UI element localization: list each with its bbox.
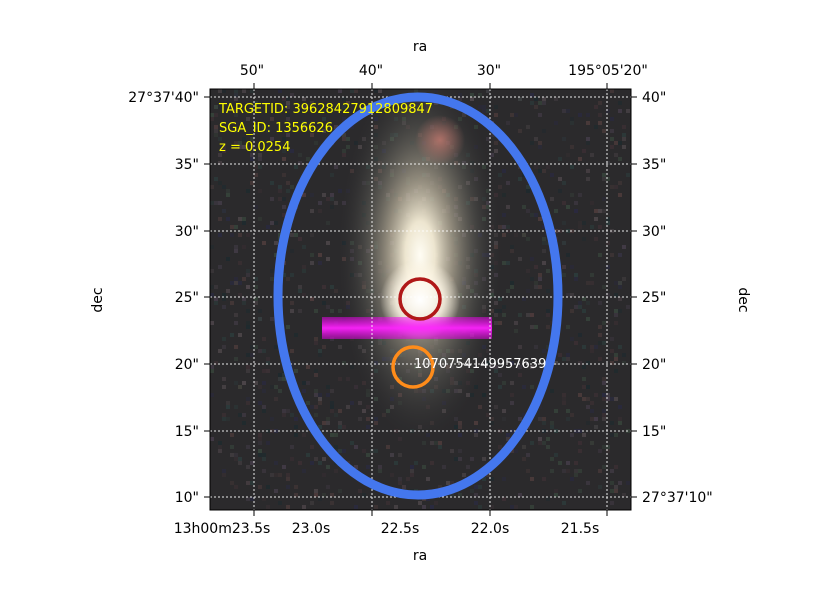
left-tick-label: 25" bbox=[175, 290, 199, 306]
top-tick-label: 30" bbox=[477, 63, 501, 79]
bottom-tick-label: 23.0s bbox=[292, 521, 330, 537]
bottom-axis-title: ra bbox=[413, 548, 427, 564]
sga-ellipse bbox=[273, 92, 563, 500]
bottom-tick-label: 21.5s bbox=[561, 521, 599, 537]
bottom-tick-label: 13h00m23.5s bbox=[174, 521, 271, 537]
bottom-tick-label: 22.5s bbox=[381, 521, 419, 537]
secondary-fiber-circle bbox=[391, 345, 435, 389]
top-tick-label: 50" bbox=[240, 63, 264, 79]
left-tick-label: 10" bbox=[175, 490, 199, 506]
right-tick-label: 20" bbox=[642, 357, 666, 373]
tick-marks bbox=[204, 83, 637, 516]
left-axis-title: dec bbox=[90, 287, 106, 312]
sga-id-label: SGA_ID: 1356626 bbox=[219, 121, 333, 136]
top-tick-label: 40" bbox=[359, 63, 383, 79]
right-tick-label: 40" bbox=[642, 90, 666, 106]
sky-image: 1070754149957639 TARGETID: 3962842791280… bbox=[210, 89, 631, 510]
right-tick-label: 35" bbox=[642, 157, 666, 173]
top-axis-title: ra bbox=[413, 39, 427, 55]
left-tick-label: 20" bbox=[175, 357, 199, 373]
marker-label: 1070754149957639 bbox=[414, 357, 546, 372]
right-axis-title: dec bbox=[735, 287, 751, 312]
target-fiber-circle bbox=[398, 277, 442, 321]
right-tick-label: 30" bbox=[642, 224, 666, 240]
right-tick-label: 25" bbox=[642, 290, 666, 306]
targetid-label: TARGETID: 39628427912809847 bbox=[218, 102, 433, 117]
left-tick-label: 30" bbox=[175, 224, 199, 240]
redshift-label: z = 0.0254 bbox=[219, 140, 290, 155]
top-tick-label: 195°05'20" bbox=[568, 63, 648, 79]
left-tick-label: 15" bbox=[175, 424, 199, 440]
bottom-tick-label: 22.0s bbox=[471, 521, 509, 537]
fiber-band bbox=[322, 317, 492, 339]
right-tick-label: 27°37'10" bbox=[642, 490, 713, 506]
right-tick-label: 15" bbox=[642, 424, 666, 440]
left-tick-label: 27°37'40" bbox=[128, 90, 199, 106]
companion-source bbox=[415, 115, 465, 165]
image-frame bbox=[209, 88, 632, 511]
left-tick-label: 35" bbox=[175, 157, 199, 173]
